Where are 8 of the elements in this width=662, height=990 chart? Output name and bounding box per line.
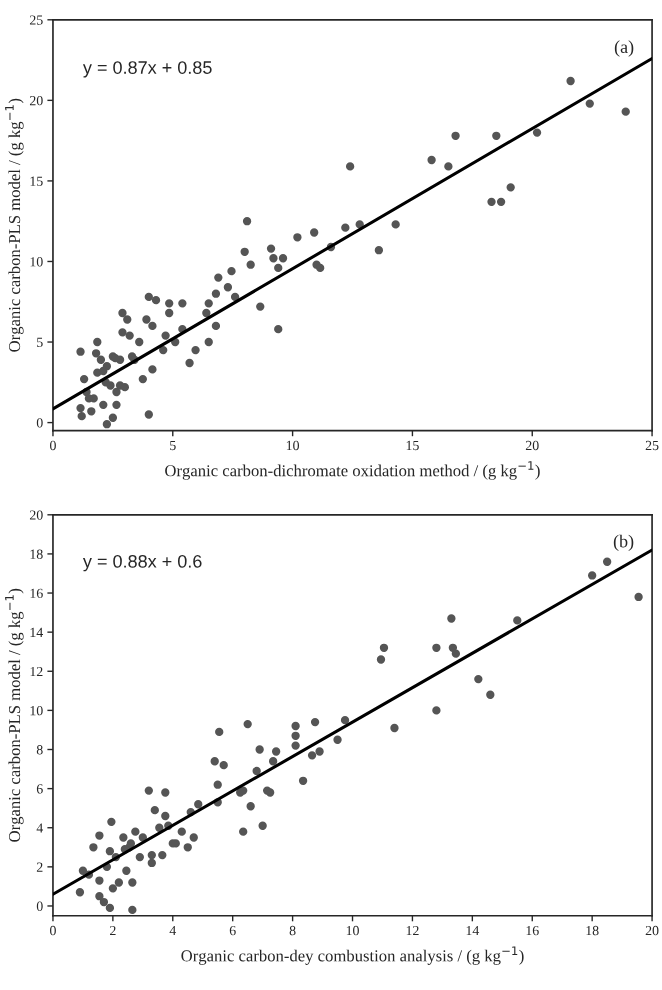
y-axis-title: Organic carbon-PLS model / (g kg$^{−1}$): [5, 588, 24, 842]
y-axis-title: Organic carbon-PLS model / (g kg$^{−1}$): [5, 98, 24, 352]
annotation: (a): [614, 40, 634, 57]
annotation: y = 0.87x + 0.85: [82, 61, 212, 78]
annotation: (b): [613, 534, 634, 552]
annotation: y = 0.88x + 0.6: [82, 554, 202, 572]
x-axis-title: Organic carbon-dichromate oxidation method / (g kg$^{−1}$): [165, 461, 540, 480]
x-axis-title: Organic carbon-dey combustion analysis / (g kg$^{−1}$): [181, 946, 524, 965]
